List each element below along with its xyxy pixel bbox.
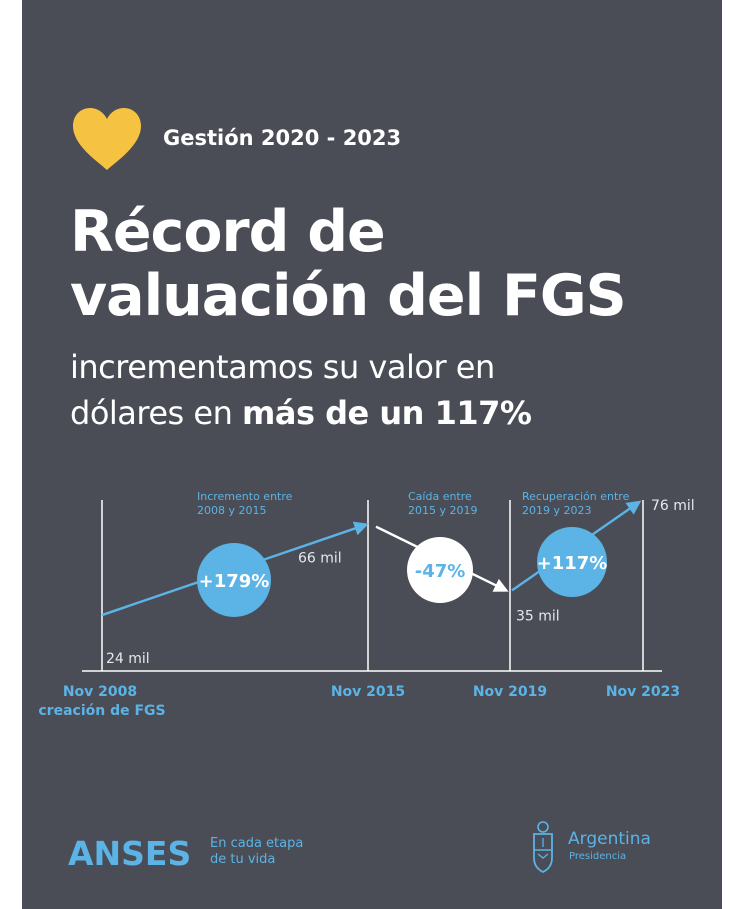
subtitle-bold: más de un 117%: [242, 394, 532, 432]
argentina-subtitle: Presidencia: [569, 851, 627, 862]
x-tick-label-3: Nov 2019: [473, 684, 547, 700]
title-line-1: Récord de: [70, 199, 386, 265]
title-line-2: valuación del FGS: [70, 263, 627, 329]
annotation-badge-label-3: +117%: [537, 553, 608, 574]
point-label-4: 76 mil: [651, 498, 695, 514]
subtitle-line-1: incrementamos su valor en: [70, 348, 495, 386]
annotation-badge-3: [537, 527, 607, 597]
annotation-caption-2-line-2: 2015 y 2019: [408, 504, 478, 517]
page-title: Récord de valuación del FGS: [70, 199, 627, 329]
anses-tagline-line-1: En cada etapa: [210, 836, 304, 851]
annotation-badge-1: [197, 543, 271, 617]
anses-tagline-line-2: de tu vida: [210, 852, 276, 867]
x-tick-label-1: Nov 2008: [63, 684, 137, 700]
anses-tagline: En cada etapa de tu vida: [210, 836, 303, 868]
valuation-line-chart: 24 mil 66 mil 35 mil 76 mil Nov 2008 Nov 2015…: [38, 490, 694, 719]
subtitle-regular: dólares en: [70, 394, 243, 432]
period-tag: Gestión 2020 - 2023: [163, 126, 402, 150]
subtitle-line-2: dólares en más de un 117%: [70, 390, 532, 436]
page-subtitle: incrementamos su valor en dólares en más…: [70, 344, 532, 436]
point-label-2: 66 mil: [298, 551, 342, 567]
annotation-badge-label-2: -47%: [415, 561, 466, 582]
argentina-emblem-icon: [533, 821, 553, 874]
annotation-caption-3-line-1: Recuperación entre: [522, 490, 630, 503]
anses-logo: ANSES: [68, 834, 192, 873]
heart-icon: [73, 108, 141, 170]
annotation-caption-1-line-1: Incremento entre: [197, 490, 293, 503]
annotation-caption-2-line-1: Caída entre: [408, 490, 472, 503]
point-label-1: 24 mil: [106, 651, 150, 667]
footer: ANSES En cada etapa de tu vida Argentina…: [22, 800, 722, 900]
point-label-3: 35 mil: [516, 608, 560, 624]
annotation-caption-1-line-2: 2008 y 2015: [197, 504, 267, 517]
infographic-card: Gestión 2020 - 2023 Récord de valuación …: [22, 0, 722, 909]
x-tick-label-2: Nov 2015: [331, 684, 405, 700]
x-tick-sublabel: creación de FGS: [38, 703, 165, 719]
annotation-badge-label-1: +179%: [199, 571, 270, 592]
annotation-caption-3-line-2: 2019 y 2023: [522, 504, 592, 517]
argentina-name: Argentina: [568, 829, 651, 849]
chart-layer: 24 mil 66 mil 35 mil 76 mil Nov 2008 Nov 2015…: [38, 490, 694, 719]
annotation-badge-2: [407, 537, 473, 603]
x-tick-label-4: Nov 2023: [606, 684, 680, 700]
